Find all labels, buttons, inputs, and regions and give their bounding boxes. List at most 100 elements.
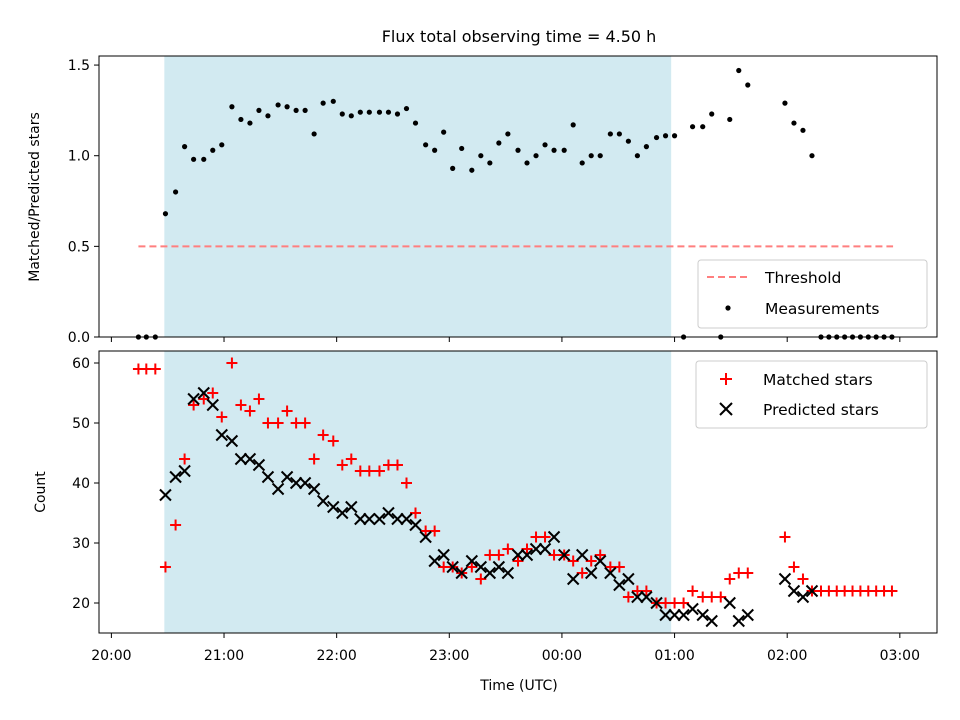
predicted-marker-b: [483, 566, 497, 580]
legend-matched-swatch: [720, 373, 732, 385]
measurement-point: [293, 107, 299, 113]
predicted-marker-b: [705, 614, 718, 628]
predicted-marker-b: [280, 470, 294, 484]
predicted-marker-b: [787, 584, 801, 598]
count-y-tick-label: 30: [72, 536, 90, 552]
predicted-star-point: [538, 542, 552, 556]
predicted-star-point: [659, 608, 672, 622]
matched-star-point: [253, 393, 265, 405]
predicted-star-point: [289, 476, 303, 490]
predicted-star-point: [336, 506, 349, 520]
matched-star-point: [327, 435, 339, 447]
predicted-marker-b: [501, 566, 515, 580]
measurement-point: [700, 124, 706, 130]
predicted-marker-b: [741, 608, 754, 622]
predicted-star-point: [613, 578, 626, 592]
predicted-marker-b: [298, 476, 312, 490]
predicted-star-point: [215, 428, 228, 442]
matched-star-point: [585, 555, 597, 567]
count-y-ticks: 20 30 40 50 60: [72, 356, 99, 612]
predicted-marker-b: [428, 554, 441, 568]
predicted-star-point: [520, 548, 534, 562]
predicted-star-point: [677, 608, 690, 622]
predicted-star-point: [547, 530, 561, 544]
predicted-marker-b: [613, 578, 626, 592]
predicted-marker-b: [659, 608, 672, 622]
matched-star-point: [493, 549, 505, 561]
legend-measurements-swatch: [725, 305, 731, 311]
count-axes-frame: [98, 350, 938, 634]
matched-star-point: [363, 465, 375, 477]
measurement-point: [450, 165, 456, 171]
measurement-point: [210, 147, 216, 153]
matched-star-point: [188, 399, 200, 411]
measurement-point: [311, 131, 317, 137]
matched-star-point: [179, 453, 191, 465]
measurement-point: [653, 134, 660, 141]
matched-star-point: [400, 477, 412, 489]
measurement-point: [588, 153, 594, 159]
predicted-star-point: [668, 608, 681, 622]
predicted-star-point: [178, 464, 191, 478]
measurement-point: [172, 189, 179, 195]
measurement-point: [441, 129, 447, 135]
matched-star-point: [244, 405, 256, 417]
predicted-star-point: [345, 500, 358, 514]
matched-star-point: [576, 567, 588, 579]
matched-star-point: [391, 459, 403, 471]
predicted-marker-b: [594, 554, 607, 568]
matched-star-point: [235, 399, 247, 411]
measurement-point: [809, 153, 815, 159]
measurement-point: [238, 116, 244, 123]
predicted-marker-b: [677, 608, 690, 622]
predicted-star-point: [400, 512, 413, 526]
predicted-star-point: [271, 482, 285, 496]
measurement-point: [561, 147, 567, 153]
predicted-marker-b: [261, 470, 275, 484]
predicted-star-point: [566, 572, 580, 586]
measurement-point: [385, 109, 392, 115]
measurement-point: [662, 133, 669, 139]
predicted-marker-b: [511, 548, 525, 562]
measurement-point: [339, 111, 345, 117]
ratio-observing-band: [164, 56, 672, 337]
matched-star-point: [622, 591, 634, 603]
predicted-star-point: [187, 392, 200, 406]
measurement-point: [201, 156, 207, 162]
predicted-star-point: [474, 560, 488, 574]
matched-star-point: [336, 459, 348, 471]
ratio-y-tick-label: 1.5: [68, 58, 90, 74]
predicted-marker-b: [382, 506, 395, 520]
measurement-point: [162, 211, 169, 217]
matched-star-point: [594, 549, 606, 561]
predicted-marker-b: [575, 548, 589, 562]
measurement-point: [800, 127, 806, 133]
measurement-point: [745, 82, 751, 88]
predicted-marker-b: [437, 548, 450, 562]
legend-matched-label: Matched stars: [763, 371, 873, 389]
measurement-point: [496, 140, 502, 146]
predicted-star-point: [585, 566, 598, 580]
ratio-panel: 0.0 0.5 1.0 1.5 Matched/Predicted stars Thr…: [27, 55, 938, 346]
measurement-point: [625, 138, 631, 144]
matched-star-point: [299, 417, 311, 429]
predicted-star-point: [686, 602, 699, 616]
predicted-star-point: [787, 584, 801, 598]
matched-star-point: [715, 591, 727, 603]
predicted-marker-b: [538, 542, 552, 556]
matched-star-point: [272, 417, 284, 429]
predicted-star-point: [465, 554, 479, 568]
measurement-point: [736, 67, 742, 74]
measurement-point: [412, 120, 419, 126]
predicted-marker-b: [354, 512, 367, 526]
predicted-star-point: [391, 512, 404, 526]
matched-star-point: [207, 387, 219, 399]
x-tick-label: 02:00: [767, 648, 807, 664]
predicted-marker-b: [252, 458, 266, 472]
measurement-point: [709, 111, 715, 117]
matched-star-point: [512, 555, 524, 567]
predicted-star-point: [261, 470, 275, 484]
measurement-point: [330, 98, 336, 104]
predicted-marker-b: [529, 542, 543, 556]
